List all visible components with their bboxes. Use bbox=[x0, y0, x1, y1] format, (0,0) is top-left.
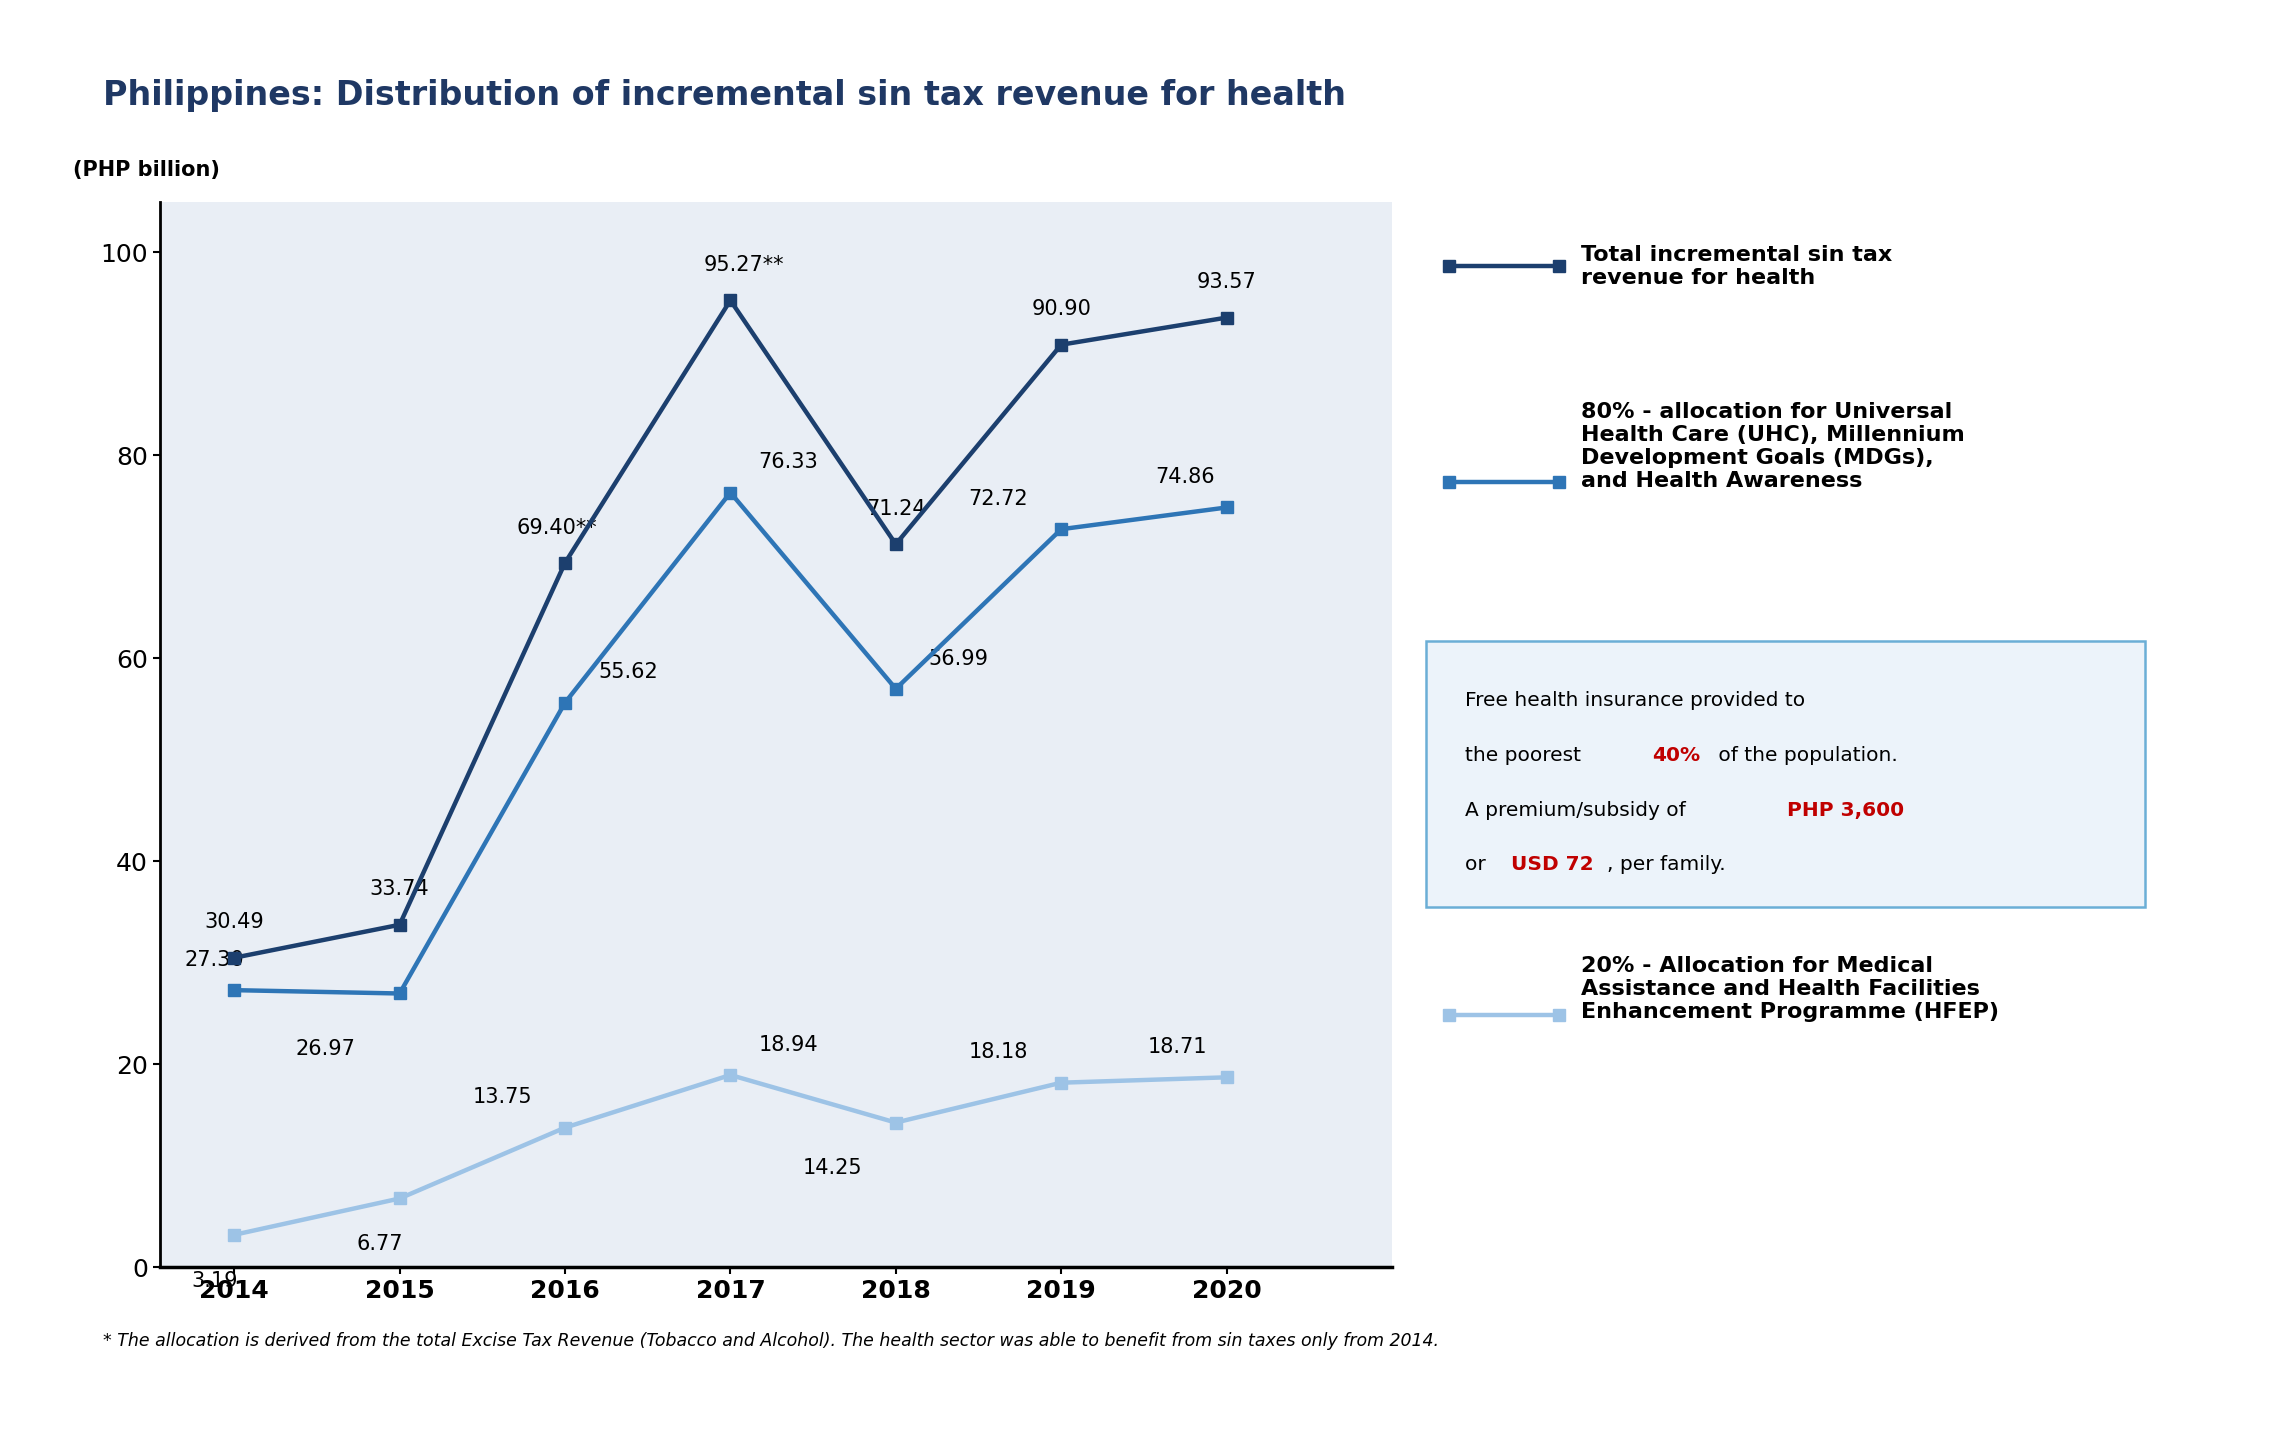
Text: 26.97: 26.97 bbox=[294, 1040, 356, 1060]
Text: * The allocation is derived from the total Excise Tax Revenue (Tobacco and Alcoh: * The allocation is derived from the tot… bbox=[103, 1332, 1438, 1351]
Text: PHP 3,600: PHP 3,600 bbox=[1787, 801, 1903, 819]
Text: 30.49: 30.49 bbox=[205, 913, 265, 932]
Text: 72.72: 72.72 bbox=[968, 490, 1029, 508]
Text: 3.19: 3.19 bbox=[192, 1270, 237, 1290]
Text: 33.74: 33.74 bbox=[370, 880, 429, 900]
Text: 18.94: 18.94 bbox=[758, 1035, 819, 1054]
Text: or: or bbox=[1465, 855, 1492, 874]
Text: , per family.: , per family. bbox=[1607, 855, 1725, 874]
Text: 71.24: 71.24 bbox=[865, 498, 926, 518]
Text: the poorest: the poorest bbox=[1465, 746, 1588, 765]
Text: 18.71: 18.71 bbox=[1148, 1037, 1207, 1057]
Text: 40%: 40% bbox=[1652, 746, 1700, 765]
Text: 6.77: 6.77 bbox=[356, 1234, 404, 1254]
Text: 93.57: 93.57 bbox=[1196, 272, 1257, 292]
Text: 69.40**: 69.40** bbox=[516, 517, 598, 537]
Text: 20% - Allocation for Medical
Assistance and Health Facilities
Enhancement Progra: 20% - Allocation for Medical Assistance … bbox=[1581, 956, 1999, 1022]
Text: 95.27**: 95.27** bbox=[703, 255, 785, 275]
Text: 13.75: 13.75 bbox=[472, 1087, 532, 1107]
Text: Total incremental sin tax
revenue for health: Total incremental sin tax revenue for he… bbox=[1581, 245, 1892, 288]
Text: A premium/subsidy of: A premium/subsidy of bbox=[1465, 801, 1693, 819]
Text: 18.18: 18.18 bbox=[968, 1043, 1027, 1063]
Text: 76.33: 76.33 bbox=[758, 452, 819, 472]
Text: 80% - allocation for Universal
Health Care (UHC), Millennium
Development Goals (: 80% - allocation for Universal Health Ca… bbox=[1581, 402, 1965, 491]
Text: 55.62: 55.62 bbox=[598, 662, 657, 683]
Text: (PHP billion): (PHP billion) bbox=[73, 160, 221, 180]
Text: 74.86: 74.86 bbox=[1155, 467, 1214, 487]
Text: 14.25: 14.25 bbox=[803, 1158, 863, 1178]
Text: of the population.: of the population. bbox=[1712, 746, 1896, 765]
Text: USD 72: USD 72 bbox=[1511, 855, 1593, 874]
Text: 27.30: 27.30 bbox=[185, 950, 244, 971]
Text: Free health insurance provided to: Free health insurance provided to bbox=[1465, 691, 1805, 710]
Text: Philippines: Distribution of incremental sin tax revenue for health: Philippines: Distribution of incremental… bbox=[103, 79, 1346, 112]
Text: 56.99: 56.99 bbox=[929, 648, 988, 668]
Text: 90.90: 90.90 bbox=[1031, 300, 1091, 320]
